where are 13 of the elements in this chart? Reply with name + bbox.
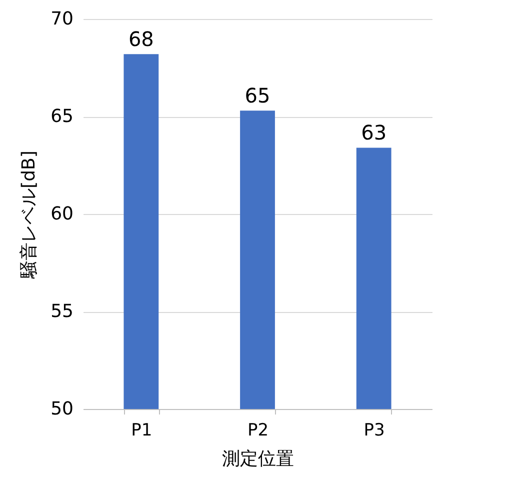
data-label: 63 [361, 120, 387, 145]
data-label: 65 [244, 84, 270, 108]
y-tick-label: 60 [50, 204, 74, 224]
y-tick-label: 70 [50, 8, 74, 30]
y-tick-label: 50 [50, 398, 74, 420]
data-label: 68 [128, 27, 154, 52]
y-tick-label: 65 [50, 106, 74, 127]
x-tick-label: P1 [131, 420, 152, 440]
x-tick-label: P2 [247, 420, 269, 440]
y-tick-label: 55 [50, 301, 74, 322]
y-axis-title: 騒音レベル[dB] [18, 150, 40, 280]
x-axis-title: 測定位置 [222, 448, 294, 470]
x-tick-label: P3 [364, 420, 385, 440]
